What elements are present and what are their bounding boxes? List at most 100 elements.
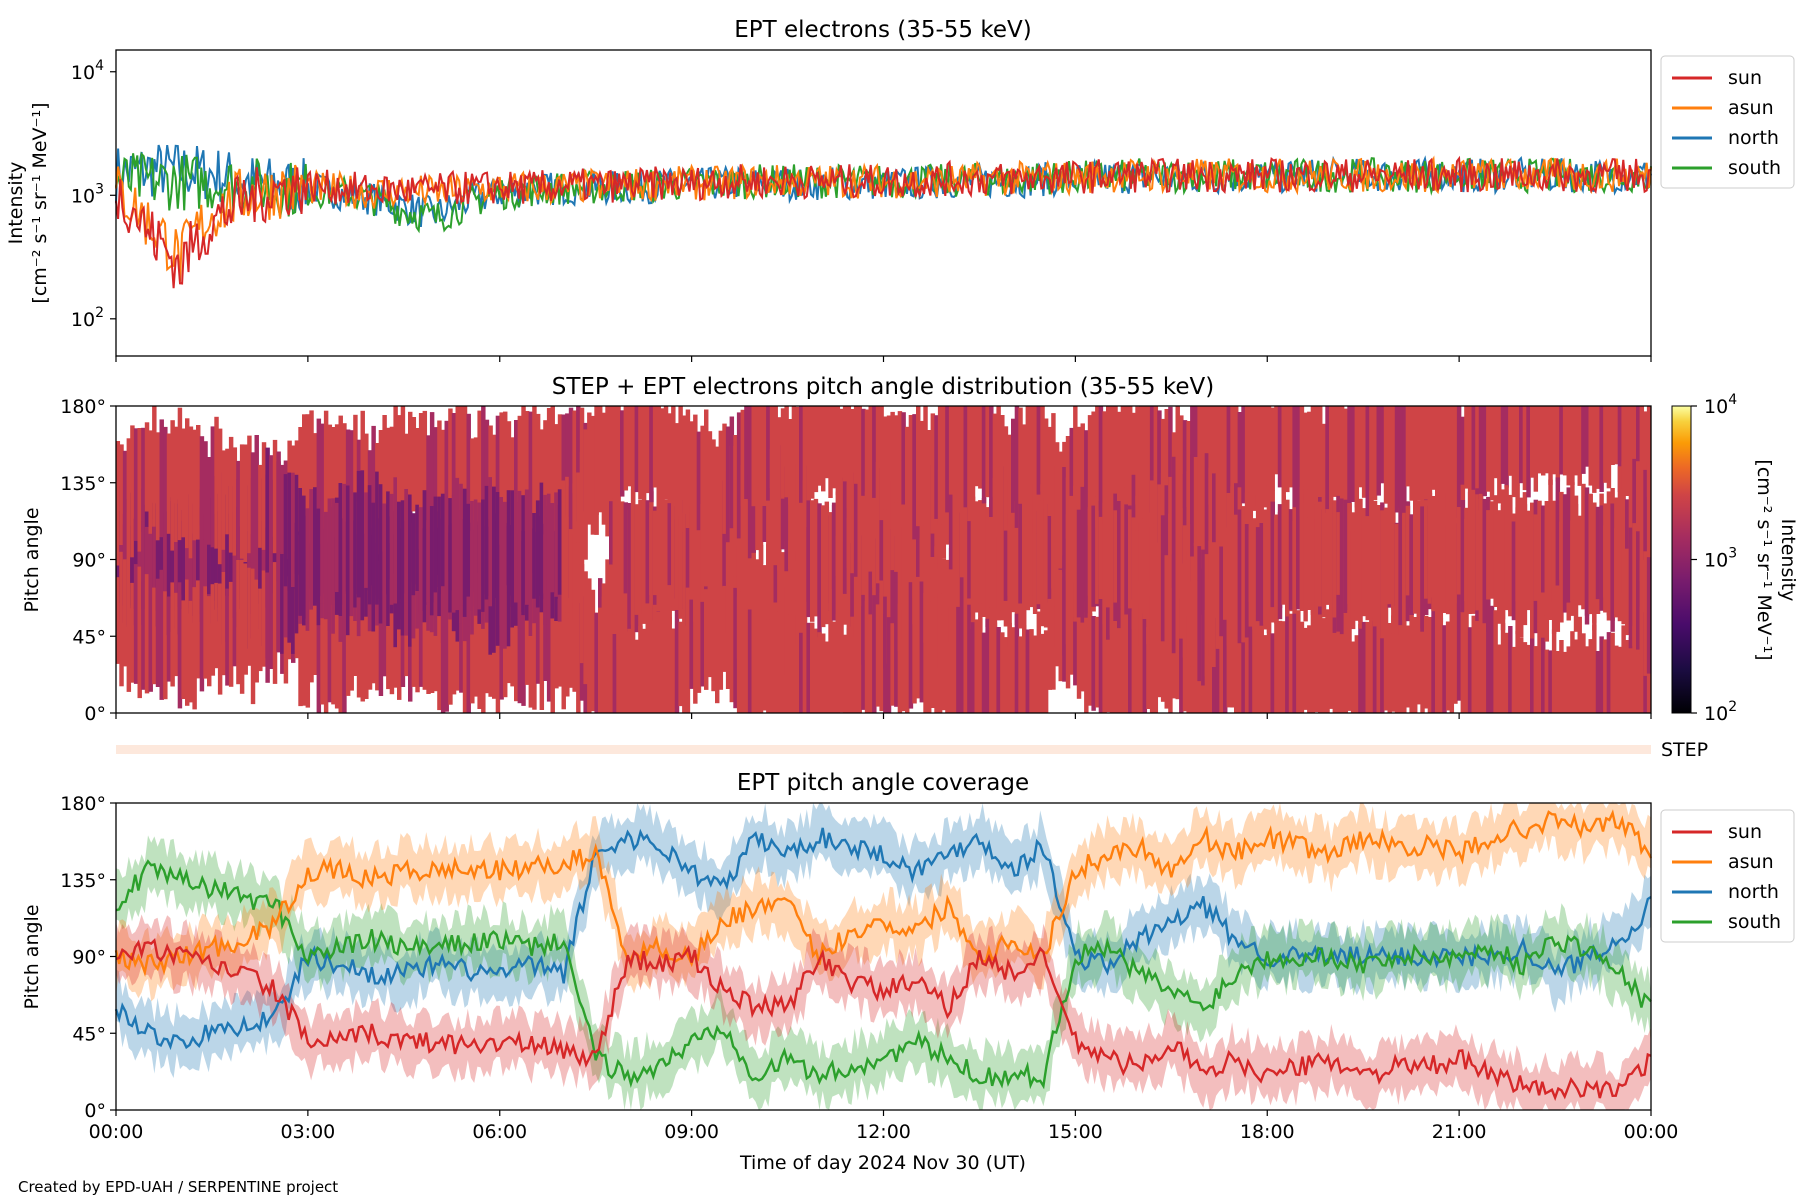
heatmap-cell-414-2 (1628, 465, 1634, 573)
heatmap-cell-200-0 (846, 517, 852, 645)
heatmap-cell-91-1 (448, 408, 453, 533)
heatmap-cell-405-1 (1595, 406, 1601, 489)
heatmap-cell-266-3 (1087, 508, 1093, 596)
heatmap-cell-115-3 (535, 500, 541, 608)
heatmap-cell-383-1 (1515, 406, 1520, 486)
heatmap-cell-194-3 (824, 641, 830, 713)
heatmap-cell-208-2 (875, 406, 881, 505)
heatmap-cell-401-1 (1581, 406, 1586, 474)
heatmap-cell-418-2 (1643, 469, 1648, 560)
heatmap-cell-134-2 (605, 406, 610, 513)
heatmap-cell-213-3 (894, 582, 899, 707)
heatmap-cell-355-0 (1413, 617, 1418, 713)
heatmap-cell-218-1 (912, 483, 917, 598)
heatmap-cell-175-3 (755, 624, 760, 713)
heatmap-cell-74-3 (386, 491, 391, 594)
heatmap-cell-53-1 (309, 410, 314, 544)
heatmap-cell-215-2 (901, 412, 906, 505)
heatmap-cell-331-1 (1325, 406, 1330, 513)
heatmap-cell-70-1 (371, 425, 376, 536)
heatmap-cell-222-3 (927, 601, 932, 713)
heatmap-cell-245-2 (1011, 418, 1016, 513)
panel3-legend-asun: asun (1728, 851, 1774, 873)
step-strip-label: STEP (1661, 739, 1708, 761)
heatmap-cell-393-1 (1551, 406, 1557, 475)
heatmap-cell-208-1 (875, 462, 881, 584)
heatmap-cell-229-2 (952, 406, 957, 489)
heatmap-cell-336-0 (1343, 600, 1349, 713)
heatmap-cell-342-1 (1365, 406, 1370, 485)
heatmap-cell-175-1 (755, 464, 760, 551)
heatmap-cell-233-3 (967, 604, 972, 713)
heatmap-cell-138-3 (620, 622, 625, 713)
heatmap-cell-251-3 (1032, 635, 1038, 713)
heatmap-cell-220-3 (919, 581, 925, 703)
heatmap-cell-300-3 (1212, 542, 1217, 667)
heatmap-cell-252-1 (1036, 492, 1042, 605)
heatmap-cell-132-3 (598, 607, 603, 713)
heatmap-cell-183-3 (784, 587, 789, 713)
heatmap-cell-160-1 (700, 503, 705, 614)
heatmap-cell-42-3 (269, 455, 274, 563)
heatmap-cell-413-2 (1625, 499, 1630, 583)
heatmap-cell-235-2 (974, 406, 979, 487)
heatmap-cell-377-1 (1493, 406, 1498, 479)
heatmap-cell-119-0 (550, 590, 555, 713)
heatmap-cell-229-0 (952, 562, 957, 649)
heatmap-cell-411-0 (1617, 646, 1623, 713)
heatmap-cell-342-0 (1365, 621, 1370, 713)
heatmap-cell-94-0 (459, 604, 464, 693)
heatmap-cell-376-3 (1489, 501, 1495, 584)
heatmap-cell-403-1 (1588, 406, 1593, 486)
heatmap-cell-144-1 (641, 500, 647, 614)
heatmap-cell-266-0 (1087, 613, 1093, 706)
heatmap-cell-1-2 (119, 551, 124, 687)
heatmap-cell-230-1 (956, 482, 961, 583)
heatmap-cell-321-3 (1288, 509, 1294, 610)
heatmap-cell-291-1 (1179, 415, 1184, 515)
heatmap-cell-217-2 (908, 415, 914, 520)
heatmap-cell-406-3 (1599, 505, 1604, 611)
heatmap-cell-360-1 (1431, 406, 1436, 490)
heatmap-cell-71-0 (375, 595, 380, 691)
heatmap-cell-330-3 (1321, 502, 1327, 618)
heatmap-cell-44-2 (276, 556, 281, 653)
heatmap-cell-343-1 (1369, 406, 1374, 513)
heatmap-cell-356-1 (1416, 406, 1422, 501)
heatmap-cell-185-0 (791, 542, 797, 656)
heatmap-cell-129-3 (587, 578, 592, 679)
heatmap-cell-381-0 (1508, 626, 1513, 713)
heatmap-cell-214-0 (897, 514, 903, 652)
heatmap-cell-120-0 (554, 593, 559, 689)
heatmap-cell-261-3 (1069, 520, 1074, 649)
heatmap-cell-135-3 (609, 614, 614, 713)
heatmap-cell-70-3 (371, 502, 376, 588)
heatmap-cell-225-3 (937, 593, 943, 713)
heatmap-cell-335-1 (1339, 406, 1345, 518)
heatmap-cell-112-0 (524, 602, 530, 685)
heatmap-cell-363-1 (1442, 406, 1447, 491)
heatmap-cell-158-3 (693, 590, 698, 704)
heatmap-cell-410-3 (1614, 528, 1619, 618)
heatmap-cell-195-3 (828, 603, 833, 713)
heatmap-cell-371-3 (1471, 489, 1476, 604)
heatmap-cell-366-1 (1453, 406, 1458, 501)
heatmap-cell-1-3 (119, 444, 124, 545)
heatmap-cell-137-3 (616, 614, 621, 713)
heatmap-cell-98-3 (473, 499, 479, 607)
heatmap-cell-327-0 (1310, 611, 1316, 713)
heatmap-cell-161-3 (704, 589, 709, 690)
heatmap-cell-395-0 (1559, 640, 1564, 713)
heatmap-cell-192-2 (817, 406, 822, 486)
heatmap-cell-241-3 (996, 627, 1001, 713)
heatmap-cell-106-1 (503, 411, 508, 540)
heatmap-cell-130-2 (590, 415, 596, 535)
heatmap-cell-293-3 (1186, 551, 1191, 655)
heatmap-cell-398-0 (1570, 631, 1575, 713)
heatmap-cell-91-0 (448, 571, 453, 705)
heatmap-cell-249-1 (1025, 495, 1031, 604)
heatmap-cell-281-0 (1142, 613, 1148, 713)
heatmap-cell-348-0 (1387, 623, 1392, 713)
heatmap-cell-300-1 (1212, 406, 1217, 483)
heatmap-cell-354-3 (1409, 514, 1414, 608)
